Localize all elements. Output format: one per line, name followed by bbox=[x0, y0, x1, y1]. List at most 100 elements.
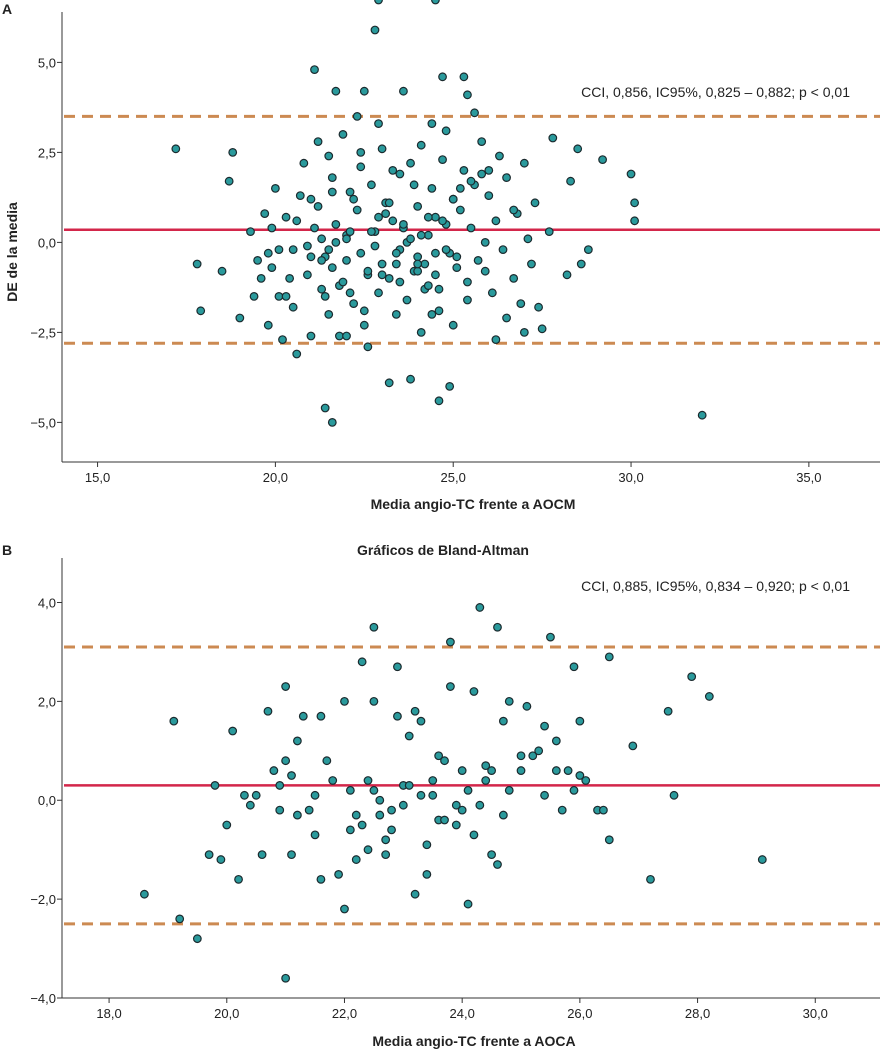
panel-b-data-point bbox=[269, 766, 279, 775]
panel-a-data-point bbox=[356, 248, 366, 258]
panel-b-data-point bbox=[316, 711, 326, 721]
panel-a-data-point bbox=[267, 263, 277, 273]
panel-a-data-point bbox=[374, 212, 383, 222]
panel-b-data-point bbox=[604, 835, 614, 845]
panel-b-data-point bbox=[475, 603, 485, 612]
panel-b-data-point bbox=[663, 706, 673, 716]
panel-b-data-point bbox=[557, 805, 567, 815]
panel-b-data-point bbox=[139, 889, 149, 899]
panel-a-data-point bbox=[502, 173, 511, 183]
panel-b-data-point bbox=[493, 622, 502, 632]
panel-a-data-point bbox=[313, 137, 323, 147]
panel-a-data-point bbox=[519, 158, 529, 168]
panel-b-data-point bbox=[457, 766, 467, 775]
panel-b-data-point bbox=[228, 726, 238, 736]
panel-b-data-point bbox=[357, 820, 367, 830]
panel-b-data-point bbox=[428, 790, 438, 800]
panel-b-data-point bbox=[481, 761, 491, 771]
panel-b-data-point bbox=[222, 820, 232, 830]
panel-a-x-tick-label: 15,0 bbox=[85, 470, 110, 485]
panel-b-data-point bbox=[481, 776, 491, 785]
panel-b-data-point bbox=[393, 711, 402, 721]
panel-a-data-point bbox=[395, 277, 405, 287]
panel-b-ticks: 18,0 20,0 22,0 24,0 26,0 28,0 30,0 −4,0 −2,0 0,0 2… bbox=[30, 595, 828, 1021]
panel-b-data-point bbox=[192, 934, 202, 944]
panel-a-data-point bbox=[455, 205, 465, 215]
panel-a-data-point bbox=[352, 205, 362, 215]
panel-a-y-tick-label: 5,0 bbox=[38, 55, 56, 70]
panel-b-data-point bbox=[422, 840, 432, 850]
panel-a-data-point bbox=[509, 205, 519, 215]
panel-b-data-point bbox=[669, 790, 679, 800]
panel-a-data-point bbox=[306, 331, 316, 341]
panel-b-data-point bbox=[469, 830, 479, 840]
panel-b-data-point bbox=[487, 850, 496, 860]
panel-b-data-point bbox=[569, 662, 579, 672]
panel-b-data-point bbox=[434, 751, 444, 761]
panel-a-data-point bbox=[452, 263, 462, 273]
panel-b-data-point bbox=[546, 632, 555, 642]
panel-a-y-axis-title: DE de la media bbox=[4, 202, 20, 302]
panel-a-x-tick-label: 20,0 bbox=[263, 470, 288, 485]
panel-b-data-point bbox=[504, 696, 514, 706]
panel-a-data-point bbox=[487, 288, 497, 298]
panel-b-x-tick-label: 20,0 bbox=[214, 1006, 239, 1021]
panel-a-data-point bbox=[310, 65, 319, 74]
panel-a-data-point bbox=[356, 147, 366, 157]
panel-a-data-point bbox=[409, 180, 419, 190]
panel-b-data-point bbox=[563, 766, 573, 775]
panel-a-data-point bbox=[367, 180, 376, 190]
panel-b-data-point bbox=[422, 870, 432, 879]
panel-b-data-point bbox=[534, 746, 544, 756]
panel-a-data-point bbox=[434, 396, 444, 406]
panel-a-data-point bbox=[466, 176, 476, 186]
panel-a-data-point bbox=[384, 198, 394, 208]
panel-a-data-point bbox=[384, 274, 394, 283]
panel-b-data-point bbox=[381, 835, 391, 845]
panel-b-data-point bbox=[516, 751, 526, 761]
panel-a-data-point bbox=[448, 320, 458, 330]
panel-b-data-point bbox=[310, 830, 320, 840]
panel-b-data-point bbox=[599, 805, 608, 815]
panel-b-data-point bbox=[281, 682, 291, 691]
panel-a-data-point bbox=[391, 248, 401, 258]
panel-b-data-point bbox=[210, 781, 220, 790]
panel-a-x-tick-label: 25,0 bbox=[441, 470, 466, 485]
panel-a-data-point bbox=[548, 133, 558, 143]
panel-a-data-point bbox=[431, 248, 440, 258]
panel-b-annotation: CCI, 0,885, IC95%, 0,834 – 0,920; p < 0,… bbox=[581, 578, 850, 594]
panel-a-data-point bbox=[320, 403, 330, 413]
panel-a-data-point bbox=[463, 90, 472, 100]
panel-a-x-tick-label: 30,0 bbox=[618, 470, 643, 485]
panel-b-data-point bbox=[604, 652, 614, 662]
panel-a-data-point bbox=[480, 237, 490, 247]
panel-b-data-point bbox=[357, 657, 367, 667]
panel-a-data-point bbox=[388, 165, 398, 175]
panel-a-data-point bbox=[367, 227, 376, 237]
panel-a-data-point bbox=[299, 158, 309, 168]
panel-b-y-tick-label: 2,0 bbox=[38, 694, 56, 709]
panel-b-data-point bbox=[498, 716, 508, 726]
panel-a-data-point bbox=[352, 111, 362, 121]
panel-a-data-point bbox=[335, 331, 344, 341]
panel-a-data-point bbox=[253, 256, 263, 265]
panel-a-data-point bbox=[427, 183, 437, 193]
panel-b: B Gráficos de Bland-Altman Media angio-T… bbox=[2, 542, 880, 1049]
panel-a-data-point bbox=[406, 158, 415, 168]
panel-b-data-point bbox=[292, 810, 302, 820]
panel-a-data-point bbox=[491, 335, 501, 345]
panel-b-data-point bbox=[240, 790, 249, 800]
panel-a-data-point bbox=[527, 259, 536, 269]
panel-a-data-point bbox=[270, 183, 280, 193]
panel-b-data-point bbox=[475, 800, 485, 810]
panel-a-data-point bbox=[320, 292, 330, 301]
panel-a-data-point bbox=[455, 183, 465, 193]
panel-b-data-point bbox=[704, 692, 714, 701]
panel-a-data-point bbox=[441, 245, 451, 255]
panel-a-data-point bbox=[267, 223, 277, 233]
panel-b-data-point bbox=[281, 973, 291, 983]
panel-a-data-point bbox=[331, 219, 341, 229]
panel-a-data-point bbox=[327, 263, 337, 273]
panel-a-data-point bbox=[416, 328, 426, 337]
